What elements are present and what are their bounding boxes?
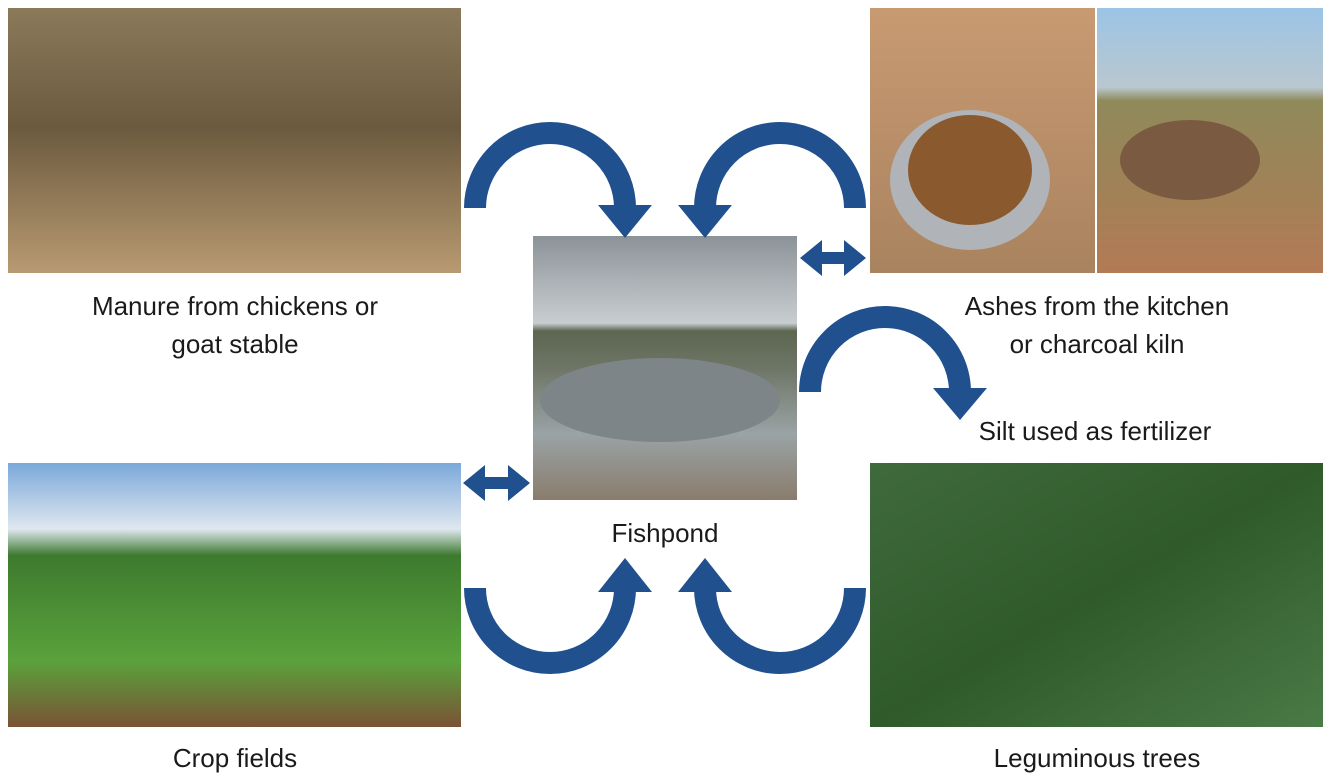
node-label: Silt used as fertilizer [979, 416, 1212, 446]
node-label: Ashes from the kitchen [965, 291, 1229, 321]
arrow-head [844, 240, 866, 276]
arrow-head [463, 465, 485, 501]
arrow-arc [475, 133, 625, 208]
arrow-head [598, 205, 652, 238]
arrow-head [678, 558, 732, 592]
arrow-arc [475, 588, 625, 663]
arrow-head [800, 240, 822, 276]
arrow-arc [705, 133, 855, 208]
kiln [1120, 120, 1260, 200]
photo-trees [870, 463, 1323, 727]
node-label: Crop fields [173, 743, 297, 773]
arrow-arc [705, 588, 855, 663]
page: {"nodes": [ {"lines": ["Manure from chic… [0, 0, 1325, 776]
photo-stable [8, 8, 461, 273]
pond-water [540, 358, 780, 442]
arrow-head [508, 465, 530, 501]
arrow-head [598, 558, 652, 592]
node-label: Fishpond [612, 518, 719, 548]
arrow-arc [810, 317, 960, 392]
node-label: or charcoal kiln [1010, 329, 1185, 359]
pot-contents [908, 115, 1032, 225]
diagram: Manure from chickens or goat stable Ashe… [0, 0, 1325, 776]
node-label: Leguminous trees [994, 743, 1201, 773]
node-label: goat stable [171, 329, 298, 359]
photo-crops [8, 463, 461, 727]
arrow-head [678, 205, 732, 238]
node-label: Manure from chickens or [92, 291, 378, 321]
